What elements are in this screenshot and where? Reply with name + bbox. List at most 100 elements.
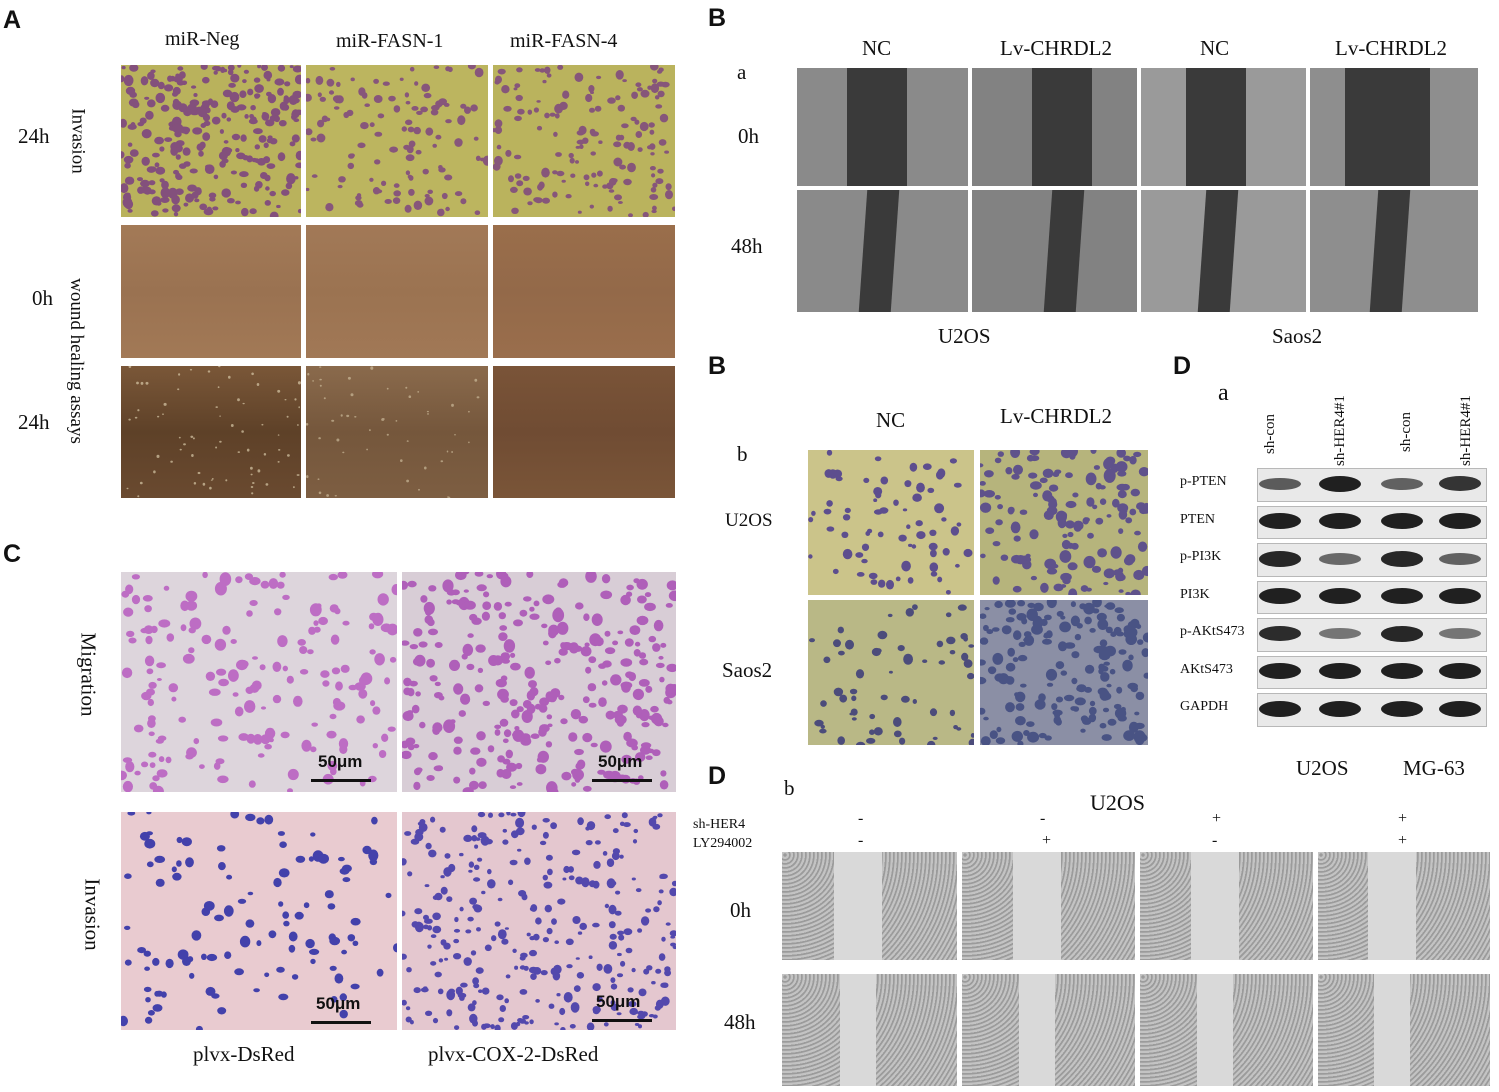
protein-label-pten: PTEN xyxy=(1180,511,1215,527)
wound-0h-image-mir-neg xyxy=(121,225,301,358)
sign-sh-her4-1: - xyxy=(858,810,864,827)
band-pi3k-lane-3 xyxy=(1381,588,1423,605)
title-u2os-db: U2OS xyxy=(1090,790,1146,815)
sign-ly294002-3: - xyxy=(1212,832,1218,849)
sublabel-b-b: b xyxy=(737,442,748,466)
sign-ly294002-1: - xyxy=(858,832,864,849)
invasion-image-plvx-cox2 xyxy=(402,812,676,1030)
band-pten-lane-1 xyxy=(1259,513,1301,530)
row-label-u2os-bb: U2OS xyxy=(725,510,773,531)
wound-image-db-0h-cond-1 xyxy=(782,852,957,960)
wound-24h-image-mir-neg xyxy=(121,366,301,498)
band-akts473-lane-2 xyxy=(1319,663,1361,680)
sublabel-b-a: a xyxy=(737,60,747,84)
row-time-0h-b: 0h xyxy=(738,124,759,148)
row-label-migration: Migration xyxy=(76,632,101,717)
scale-label-2: 50μm xyxy=(598,752,643,771)
row-time-0h-db: 0h xyxy=(730,898,751,922)
wound-image-48h-lv-chrdl2-u2os xyxy=(972,190,1137,312)
band-p-pi3k-lane-1 xyxy=(1259,550,1301,567)
wound-image-db-0h-cond-3 xyxy=(1140,852,1313,960)
row-time-48h-db: 48h xyxy=(724,1010,756,1034)
band-gapdh-lane-4 xyxy=(1439,700,1481,717)
invasion-image-mir-fasn-1 xyxy=(306,65,488,217)
scale-bar-4 xyxy=(592,1019,652,1022)
protein-label-p-pten: p-PTEN xyxy=(1180,474,1227,489)
cell-line-u2os-d: U2OS xyxy=(1296,756,1349,780)
wound-24h-image-mir-fasn-1 xyxy=(306,366,488,498)
band-akts473-lane-4 xyxy=(1439,663,1481,680)
protein-label-akts473: AKtS473 xyxy=(1180,661,1233,677)
scale-bar-1 xyxy=(311,779,371,782)
wound-image-db-48h-cond-4 xyxy=(1318,974,1490,1086)
wound-image-48h-nc-u2os xyxy=(797,190,968,312)
band-pten-lane-2 xyxy=(1319,513,1361,530)
cell-line-u2os-b: U2OS xyxy=(938,324,991,348)
lane-label-1: sh-con xyxy=(1262,414,1278,454)
invasion-image-mir-fasn-4 xyxy=(493,65,675,217)
band-akts473-lane-1 xyxy=(1259,663,1301,680)
sign-sh-her4-4: + xyxy=(1398,810,1408,827)
scale-label-4: 50μm xyxy=(596,992,641,1011)
wound-0h-image-mir-fasn-4 xyxy=(493,225,675,358)
wound-image-0h-nc-saos2 xyxy=(1141,68,1306,186)
column-header-nc-bb: NC xyxy=(876,408,906,432)
band-p-pten-lane-2 xyxy=(1319,475,1361,492)
scale-label-3: 50μm xyxy=(316,994,361,1013)
wound-image-db-48h-cond-2 xyxy=(962,974,1135,1086)
protein-label-gapdh: GAPDH xyxy=(1180,699,1229,714)
panel-label-b-a: B xyxy=(708,4,727,32)
invasion-image-mir-neg xyxy=(121,65,301,217)
band-p-akts473-lane-1 xyxy=(1259,626,1301,642)
lane-label-2: sh-HER4#1 xyxy=(1332,395,1348,466)
side-label-invasion-a: Invasion xyxy=(67,108,89,174)
column-header-mir-neg: miR-Neg xyxy=(165,28,240,50)
row-time-48h-b: 48h xyxy=(731,234,763,258)
scale-bar-2 xyxy=(592,779,652,782)
wound-image-db-0h-cond-4 xyxy=(1318,852,1490,960)
panel-label-c: C xyxy=(3,540,22,568)
panel-label-d-b: D xyxy=(708,762,727,790)
column-label-plvx-dsred: plvx-DsRed xyxy=(193,1042,295,1066)
migration-image-plvx-dsred xyxy=(121,572,397,792)
band-pten-lane-3 xyxy=(1381,513,1423,530)
wound-image-db-48h-cond-3 xyxy=(1140,974,1313,1086)
band-gapdh-lane-1 xyxy=(1259,700,1301,717)
scale-bar-3 xyxy=(311,1021,371,1024)
band-pi3k-lane-1 xyxy=(1259,588,1301,605)
band-gapdh-lane-3 xyxy=(1381,700,1423,717)
transwell-image-saos2-lv-chrdl2 xyxy=(980,600,1148,745)
lane-label-4: sh-HER4#1 xyxy=(1458,395,1474,466)
band-p-akts473-lane-4 xyxy=(1439,628,1481,640)
panel-label-a: A xyxy=(3,6,22,34)
wound-image-0h-lv-chrdl2-saos2 xyxy=(1310,68,1478,186)
sign-sh-her4-2: - xyxy=(1040,810,1046,827)
transwell-image-u2os-lv-chrdl2 xyxy=(980,450,1148,595)
row-label-invasion-c: Invasion xyxy=(80,878,105,951)
band-p-pi3k-lane-2 xyxy=(1319,552,1361,565)
side-label-wound-healing: wound healing assays xyxy=(65,278,87,444)
scale-label-1: 50μm xyxy=(318,752,363,771)
sign-sh-her4-3: + xyxy=(1212,810,1222,827)
row-time-24h-b: 24h xyxy=(18,410,50,434)
wound-image-0h-lv-chrdl2-u2os xyxy=(972,68,1137,186)
wound-image-db-0h-cond-2 xyxy=(962,852,1135,960)
sublabel-d-a: a xyxy=(1218,380,1229,406)
transwell-image-saos2-nc xyxy=(808,600,974,745)
sublabel-d-b: b xyxy=(784,776,795,800)
band-p-akts473-lane-2 xyxy=(1319,628,1361,640)
band-gapdh-lane-2 xyxy=(1319,700,1361,717)
wound-0h-image-mir-fasn-1 xyxy=(306,225,488,358)
invasion-image-plvx-dsred xyxy=(121,812,397,1030)
band-p-pi3k-lane-3 xyxy=(1381,550,1423,567)
wound-image-48h-nc-saos2 xyxy=(1141,190,1306,312)
band-p-pten-lane-1 xyxy=(1259,477,1301,490)
row-time-24h-a: 24h xyxy=(18,124,50,148)
panel-label-b-b: B xyxy=(708,352,727,380)
column-header-nc-1: NC xyxy=(862,36,892,60)
band-akts473-lane-3 xyxy=(1381,663,1423,680)
migration-image-plvx-cox2 xyxy=(402,572,676,792)
transwell-image-u2os-nc xyxy=(808,450,974,595)
protein-label-pi3k: PI3K xyxy=(1180,586,1210,602)
band-pten-lane-4 xyxy=(1439,513,1481,530)
